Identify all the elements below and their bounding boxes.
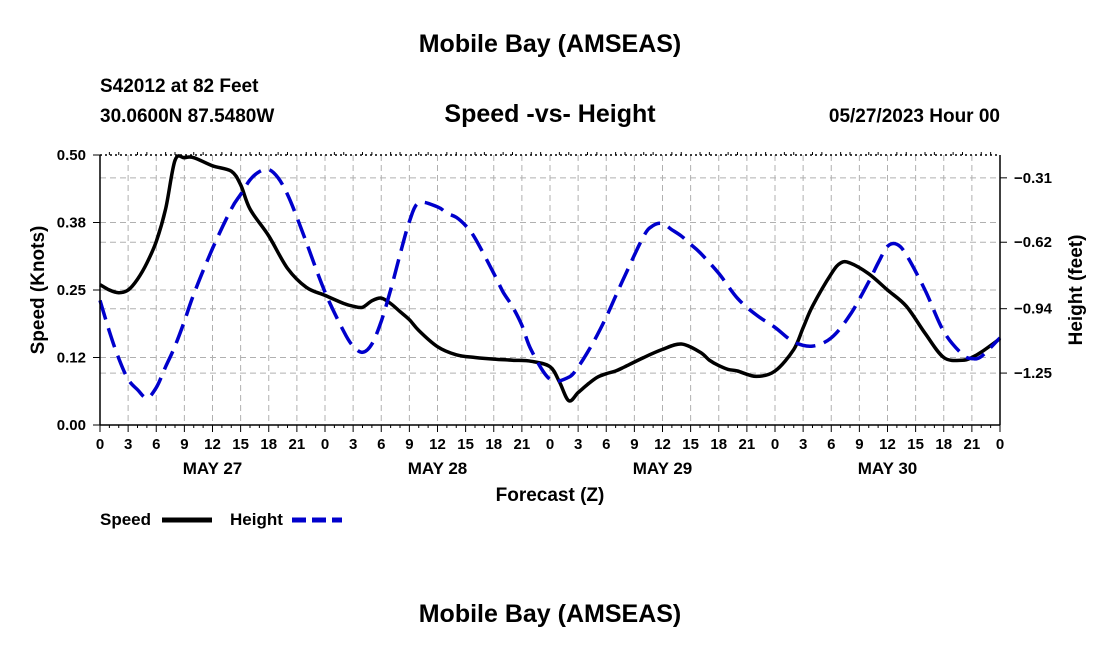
y-tick-label: 0.50 xyxy=(57,147,86,164)
x-tick-label: 15 xyxy=(457,436,474,453)
x-tick-label: 0 xyxy=(996,436,1004,453)
y2-axis-label: Height (feet) xyxy=(1066,235,1087,346)
x-tick-label: 6 xyxy=(827,436,835,453)
y-tick-label: 0.38 xyxy=(57,215,86,232)
x-tick-label: 18 xyxy=(260,436,277,453)
forecast-datetime: 05/27/2023 Hour 00 xyxy=(828,106,1000,127)
x-tick-label: 12 xyxy=(879,436,896,453)
x-tick-label: 0 xyxy=(321,436,329,453)
series-line-height xyxy=(98,167,1002,400)
tick-labels: 0 3 6 9 12 15 18 21 0 3 6 9 12 15 18 21 0 3 6 9 12 15 18 21 0 3 6 9… xyxy=(57,147,1053,478)
x-tick-label: 9 xyxy=(405,436,413,453)
station-label: S42012 at 82 Feet xyxy=(100,76,259,97)
chart-title: Mobile Bay (AMSEAS) xyxy=(418,30,682,58)
x-tick-label: 12 xyxy=(654,436,671,453)
x-tick-label: 21 xyxy=(514,436,531,453)
chart-subtitle: Speed -vs- Height xyxy=(444,100,656,128)
legend-label-height: Height xyxy=(230,510,283,529)
x-tick-label: 15 xyxy=(907,436,924,453)
day-label: MAY 30 xyxy=(858,459,918,478)
y2-tick-label: −0.31 xyxy=(1014,170,1052,187)
x-tick-label: 3 xyxy=(574,436,582,453)
x-tick-label: 18 xyxy=(710,436,727,453)
legend: Speed Height xyxy=(100,510,342,529)
footer-title: Mobile Bay (AMSEAS) xyxy=(418,600,682,628)
x-tick-label: 9 xyxy=(180,436,188,453)
axes xyxy=(93,152,1007,432)
coordinates-label: 30.0600N 87.5480W xyxy=(100,106,275,127)
x-tick-label: 3 xyxy=(349,436,357,453)
x-tick-label: 18 xyxy=(935,436,952,453)
x-tick-label: 3 xyxy=(799,436,807,453)
y-tick-label: 0.00 xyxy=(57,417,86,434)
series-group xyxy=(98,154,1002,403)
x-tick-label: 15 xyxy=(682,436,699,453)
day-label: MAY 28 xyxy=(408,459,468,478)
series-line-speed xyxy=(99,154,1002,403)
x-tick-label: 0 xyxy=(771,436,779,453)
x-tick-label: 21 xyxy=(289,436,306,453)
x-tick-label: 12 xyxy=(429,436,446,453)
x-tick-label: 18 xyxy=(485,436,502,453)
x-tick-label: 6 xyxy=(377,436,385,453)
x-tick-label: 6 xyxy=(602,436,610,453)
y-axis-label: Speed (Knots) xyxy=(28,226,49,355)
speed-height-chart: 0 3 6 9 12 15 18 21 0 3 6 9 12 15 18 21 0 3 6 9 12 15 18 21 0 3 6 9… xyxy=(28,147,1087,529)
x-tick-label: 3 xyxy=(124,436,132,453)
x-tick-label: 21 xyxy=(964,436,981,453)
x-axis-label: Forecast (Z) xyxy=(496,485,605,506)
y-tick-label: 0.25 xyxy=(57,282,86,299)
x-tick-label: 12 xyxy=(204,436,221,453)
x-tick-label: 0 xyxy=(96,436,104,453)
x-tick-label: 15 xyxy=(232,436,249,453)
y-tick-label: 0.12 xyxy=(57,350,86,367)
x-tick-label: 6 xyxy=(152,436,160,453)
day-label: MAY 29 xyxy=(633,459,693,478)
x-tick-label: 21 xyxy=(739,436,756,453)
x-tick-label: 0 xyxy=(546,436,554,453)
x-tick-label: 9 xyxy=(630,436,638,453)
x-tick-label: 9 xyxy=(855,436,863,453)
legend-label-speed: Speed xyxy=(100,510,151,529)
y2-tick-label: −1.25 xyxy=(1014,365,1052,382)
y2-tick-label: −0.94 xyxy=(1014,301,1053,318)
day-label: MAY 27 xyxy=(183,459,243,478)
grid xyxy=(100,155,1000,425)
y2-tick-label: −0.62 xyxy=(1014,234,1052,251)
